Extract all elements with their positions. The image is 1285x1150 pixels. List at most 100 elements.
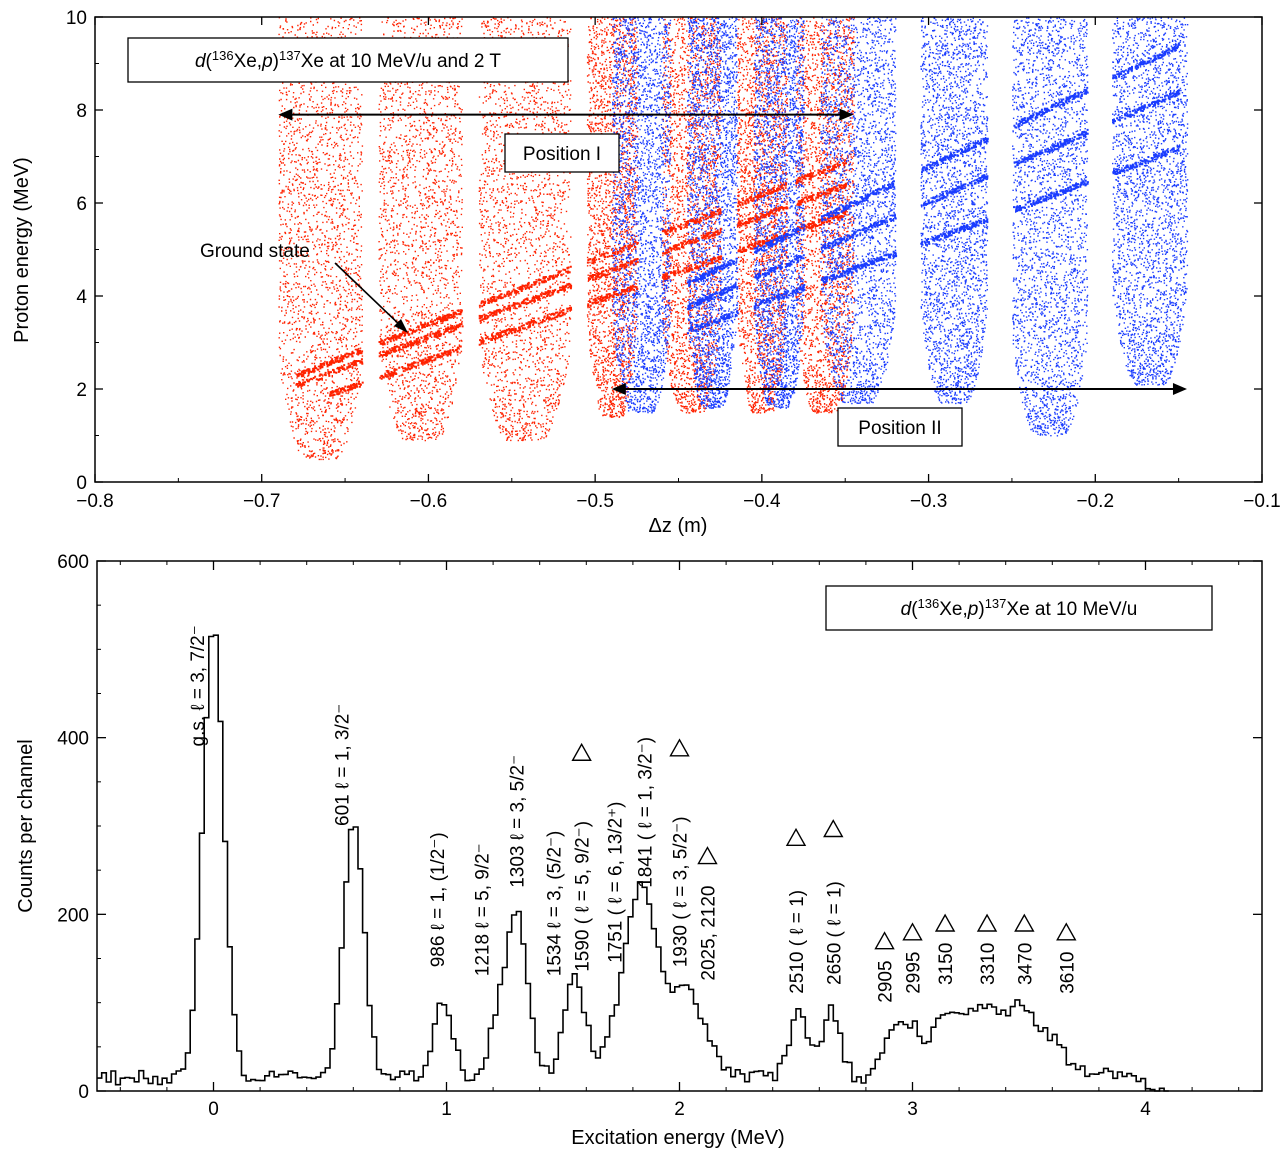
peak-label-text: 3470 (1015, 943, 1036, 985)
triangle-marker (1014, 913, 1035, 932)
kinematic-band-0 (296, 159, 847, 378)
peak-label-11: 2510 ( ℓ = 1) (785, 827, 808, 994)
triangle-marker (785, 827, 807, 847)
top-x-tick-label: −0.7 (243, 491, 281, 512)
peak-label-text: 2650 ( ℓ = 1) (824, 881, 845, 985)
top-y-tick-label: 0 (76, 473, 87, 494)
peak-label-3: 1218 ℓ = 5, 9/2⁻ (472, 843, 493, 976)
spectrum-histogram (97, 634, 1169, 1092)
position-arrows (278, 108, 1187, 395)
top-x-tick-label: −0.2 (1077, 491, 1115, 512)
bottom-annotation-box: d(136Xe,p)137Xe at 10 MeV/u (825, 585, 1213, 631)
peak-label-text: 1303 ℓ = 3, 5/2⁻ (507, 755, 528, 888)
peak-label-text: 2510 ( ℓ = 1) (787, 890, 808, 994)
svg-text:Position II: Position II (858, 418, 941, 439)
bottom-x-tick-label: 2 (674, 1099, 685, 1120)
bottom-y-tick-label: 400 (57, 729, 89, 750)
peak-label-0: g.s. ℓ = 3, 7/2⁻ (188, 625, 209, 746)
triangle-marker (934, 913, 956, 932)
svg-text:Ground state: Ground state (200, 241, 310, 262)
peak-label-text: 2905 (876, 960, 897, 1002)
peak-label-2: 986 ℓ = 1, (1/2⁻) (428, 832, 449, 967)
peak-label-text: 2995 (904, 952, 925, 994)
bottom-y-tick-label: 200 (57, 905, 89, 926)
top-axis-ticks: −0.8 −0.7 −0.6 −0.5 −0.4 −0.3 −0.2 −0.1 0 2 4 6 8 10 (66, 8, 1281, 512)
bottom-x-axis-title: Excitation energy (MeV) (571, 1127, 784, 1149)
peak-label-text: 1751 ( ℓ = 6, 13/2⁺) (605, 801, 626, 962)
scatter-group-12 (1012, 17, 1089, 437)
kinematic-band-2 (329, 209, 848, 397)
kinematic-band-4 (686, 89, 1181, 310)
top-y-tick-label: 8 (76, 101, 87, 122)
scatter-group-11 (920, 17, 989, 405)
triangle-marker (697, 846, 718, 865)
kinematic-band-3 (686, 42, 1180, 287)
peak-labels: g.s. ℓ = 3, 7/2⁻ 601 ℓ = 1, 3/2⁻ 986 ℓ = 1… (188, 625, 1078, 1002)
peak-label-text: 1841 ( ℓ = 1, 3/2⁻) (636, 737, 657, 888)
position-2-arrow-head-right (1172, 383, 1187, 395)
top-x-axis-title: Δz (m) (649, 515, 708, 537)
top-x-tick-label: −0.4 (743, 491, 781, 512)
peak-label-10: 2025, 2120 (697, 846, 720, 981)
position-1-arrow-head-right (839, 108, 854, 121)
scatter-group-7 (611, 17, 672, 414)
bottom-annotation-text: d(136Xe,p)137Xe at 10 MeV/u (901, 596, 1138, 620)
peak-label-text: 1218 ℓ = 5, 9/2⁻ (472, 843, 493, 976)
peak-label-text: 3310 (978, 943, 999, 985)
triangle-marker (1056, 922, 1077, 941)
triangle-marker (823, 819, 844, 838)
bottom-x-tick-label: 3 (907, 1099, 918, 1120)
peak-label-18: 3610 (1056, 922, 1078, 994)
top-scatter-panel: −0.8 −0.7 −0.6 −0.5 −0.4 −0.3 −0.2 −0.10246810 … (11, 8, 1281, 537)
scatter-group-4 (661, 17, 722, 414)
peak-label-16: 3310 (976, 913, 999, 985)
peak-label-text: 1534 ℓ = 3, (5/2⁻) (545, 831, 566, 977)
scatter-group-5 (736, 17, 789, 414)
peak-label-13: 2905 (874, 931, 897, 1003)
position-1-arrow-head-left (278, 108, 293, 121)
peak-label-6: 1590 ( ℓ = 5, 9/2⁻) (571, 742, 594, 972)
bottom-x-tick-label: 0 (208, 1099, 219, 1120)
position-2-arrow-head-left (611, 383, 626, 395)
triangle-marker (669, 738, 690, 757)
peak-label-text: 3150 (936, 943, 957, 985)
peak-label-15: 3150 (934, 913, 957, 985)
peak-label-8: 1841 ( ℓ = 1, 3/2⁻) (636, 737, 657, 888)
peak-label-text: 3610 (1057, 952, 1078, 994)
bottom-x-tick-label: 4 (1140, 1099, 1151, 1120)
top-x-tick-label: −0.6 (410, 491, 448, 512)
peak-label-5: 1534 ℓ = 3, (5/2⁻) (545, 831, 566, 977)
bottom-y-axis-title: Counts per channel (15, 739, 37, 912)
triangle-marker (874, 931, 895, 950)
top-scatter-points (278, 17, 1189, 461)
top-x-tick-label: −0.3 (910, 491, 948, 512)
scatter-group-8 (686, 17, 739, 409)
kinematic-band-1 (295, 182, 848, 388)
top-y-tick-label: 2 (76, 380, 87, 401)
scatter-group-0 (278, 17, 364, 461)
bottom-x-tick-label: 1 (441, 1099, 452, 1120)
peak-label-text: 601 ℓ = 1, 3/2⁻ (333, 704, 354, 826)
scatter-group-3 (586, 17, 639, 418)
top-y-axis-title: Proton energy (MeV) (11, 157, 33, 343)
peak-label-17: 3470 (1014, 913, 1036, 985)
top-x-tick-label: −0.5 (576, 491, 614, 512)
peak-label-text: 1590 ( ℓ = 5, 9/2⁻) (573, 821, 594, 972)
peak-label-text: 1930 ( ℓ = 3, 5/2⁻) (671, 816, 692, 967)
svg-text:Position I: Position I (523, 144, 601, 165)
scatter-group-13 (1112, 17, 1189, 386)
position-2-label: Position II (837, 407, 963, 447)
top-y-tick-label: 10 (66, 8, 87, 29)
position-1-label: Position I (504, 133, 620, 173)
peak-label-text: 986 ℓ = 1, (1/2⁻) (428, 832, 449, 967)
peak-label-12: 2650 ( ℓ = 1) (823, 819, 845, 985)
top-y-tick-label: 6 (76, 194, 87, 215)
bottom-y-tick-label: 0 (78, 1082, 89, 1103)
top-annotation-text: d(136Xe,p)137Xe at 10 MeV/u and 2 T (195, 48, 501, 72)
top-annotation-box: d(136Xe,p)137Xe at 10 MeV/u and 2 T (127, 37, 569, 83)
peak-label-text: 2025, 2120 (699, 886, 720, 981)
top-y-tick-label: 4 (76, 287, 87, 308)
peak-label-7: 1751 ( ℓ = 6, 13/2⁺) (605, 801, 626, 962)
